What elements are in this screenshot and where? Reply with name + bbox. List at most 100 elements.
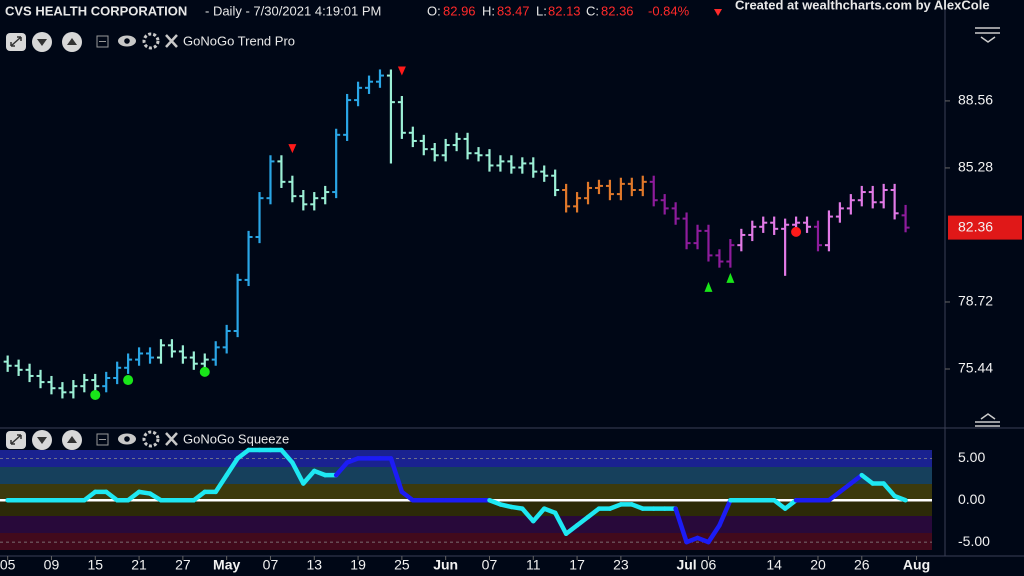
squeeze-segment bbox=[881, 481, 897, 499]
close-value: 82.36 bbox=[601, 3, 634, 18]
ohlc-label: O: bbox=[427, 3, 441, 18]
squeeze-segment bbox=[235, 447, 251, 461]
y-tick-label: 5.00 bbox=[958, 449, 985, 465]
y-tick-label: -5.00 bbox=[958, 533, 990, 549]
x-tick-label: 17 bbox=[569, 557, 585, 573]
signal-triangle bbox=[397, 66, 406, 76]
last-price-label: 82.36 bbox=[958, 218, 993, 234]
squeeze-segment bbox=[673, 506, 689, 545]
signal-triangle bbox=[726, 272, 735, 283]
squeeze-segment bbox=[771, 497, 788, 511]
squeeze-segment bbox=[125, 489, 142, 503]
eye-pupil bbox=[124, 38, 130, 44]
squeeze-segment bbox=[552, 510, 569, 536]
squeeze-segment bbox=[399, 489, 416, 503]
x-tick-label: 21 bbox=[131, 557, 147, 573]
y-tick-label: 85.28 bbox=[958, 159, 993, 175]
x-tick-label: Jun bbox=[433, 557, 458, 573]
x-tick-label: 25 bbox=[394, 557, 410, 573]
x-tick-label: 05 bbox=[0, 557, 16, 573]
x-tick-label: 15 bbox=[87, 557, 103, 573]
toolbar: GoNoGo Squeeze bbox=[6, 430, 289, 450]
scale-menu[interactable] bbox=[975, 413, 1000, 427]
squeeze-segment bbox=[848, 472, 865, 486]
scale-menu[interactable] bbox=[975, 27, 1000, 43]
x-tick-label: 27 bbox=[175, 557, 191, 573]
down-arrow bbox=[37, 39, 47, 46]
x-tick-label: 09 bbox=[44, 557, 60, 573]
low-value: 82.13 bbox=[548, 3, 581, 18]
band bbox=[0, 533, 932, 550]
indicator-title: GoNoGo Trend Pro bbox=[183, 33, 295, 48]
x-tick-label: 11 bbox=[526, 557, 541, 573]
ohlc-label: L: bbox=[536, 3, 547, 18]
squeeze-segment bbox=[388, 456, 405, 495]
squeeze-segment bbox=[279, 447, 295, 465]
signal-dot bbox=[123, 375, 134, 386]
squeeze-segment bbox=[585, 506, 602, 520]
x-tick-label: Jul bbox=[676, 557, 696, 573]
squeeze-segment bbox=[782, 497, 799, 511]
settings-button[interactable] bbox=[142, 32, 160, 50]
squeeze-segment bbox=[103, 489, 120, 503]
expand-icon bbox=[10, 434, 22, 445]
squeeze-segment bbox=[213, 472, 229, 495]
collapse-button[interactable] bbox=[96, 35, 109, 48]
close-button[interactable] bbox=[165, 34, 178, 48]
band bbox=[0, 484, 932, 500]
ohlc-label: H: bbox=[482, 3, 495, 18]
squeeze-segment bbox=[333, 460, 350, 478]
settings-button[interactable] bbox=[142, 430, 160, 448]
expand-icon bbox=[10, 36, 22, 47]
y-tick-label: 78.72 bbox=[958, 293, 993, 309]
down-icon bbox=[714, 9, 722, 16]
squeeze-segment bbox=[531, 506, 547, 524]
subtitle: - Daily - 7/30/2021 4:19:01 PM bbox=[205, 3, 381, 18]
squeeze-segment bbox=[82, 489, 98, 503]
squeeze-segment bbox=[826, 489, 843, 503]
x-tick-label: 07 bbox=[482, 557, 498, 573]
squeeze-segment bbox=[563, 523, 580, 536]
x-tick-label: 06 bbox=[701, 557, 717, 573]
x-tick-label: 20 bbox=[810, 557, 826, 573]
last-price-box bbox=[948, 215, 1022, 240]
squeeze-segment bbox=[191, 489, 208, 503]
close-button[interactable] bbox=[165, 432, 178, 446]
squeeze-segment bbox=[290, 460, 306, 486]
squeeze-segment bbox=[892, 493, 908, 503]
open-value: 82.96 bbox=[443, 3, 476, 18]
x-tick-label: 23 bbox=[613, 557, 629, 573]
credit: Created at wealthcharts.com by AlexCole bbox=[735, 0, 990, 12]
x-tick-label: 19 bbox=[350, 557, 366, 573]
toolbar: GoNoGo Trend Pro bbox=[6, 32, 295, 52]
squeeze-segment bbox=[859, 472, 875, 486]
x-tick-label: 07 bbox=[263, 557, 279, 573]
squeeze-segment bbox=[706, 523, 722, 545]
ohlc-label: C: bbox=[586, 3, 599, 18]
squeeze-segment bbox=[837, 481, 854, 495]
up-arrow bbox=[67, 38, 77, 45]
band bbox=[0, 516, 932, 533]
collapse-button[interactable] bbox=[96, 433, 109, 446]
signal-dot bbox=[199, 366, 210, 377]
x-tick-label: May bbox=[213, 557, 240, 573]
x-tick-label: 26 bbox=[854, 557, 870, 573]
y-tick-label: 0.00 bbox=[958, 491, 985, 507]
squeeze-segment bbox=[520, 506, 536, 524]
squeeze-segment bbox=[717, 497, 733, 528]
band bbox=[0, 500, 932, 516]
change-value: -0.84% bbox=[648, 3, 690, 18]
x-tick-label: 14 bbox=[766, 557, 782, 573]
squeeze-segment bbox=[574, 514, 591, 528]
signal-dot bbox=[791, 226, 802, 237]
squeeze-segment bbox=[224, 456, 240, 478]
signal-triangle bbox=[288, 144, 297, 154]
x-tick-label: Aug bbox=[903, 557, 930, 573]
x-tick-label: 13 bbox=[306, 557, 322, 573]
indicator-title: GoNoGo Squeeze bbox=[183, 431, 289, 446]
squeeze-segment bbox=[301, 468, 317, 486]
eye-pupil bbox=[124, 436, 130, 442]
y-tick-label: 88.56 bbox=[958, 92, 993, 108]
